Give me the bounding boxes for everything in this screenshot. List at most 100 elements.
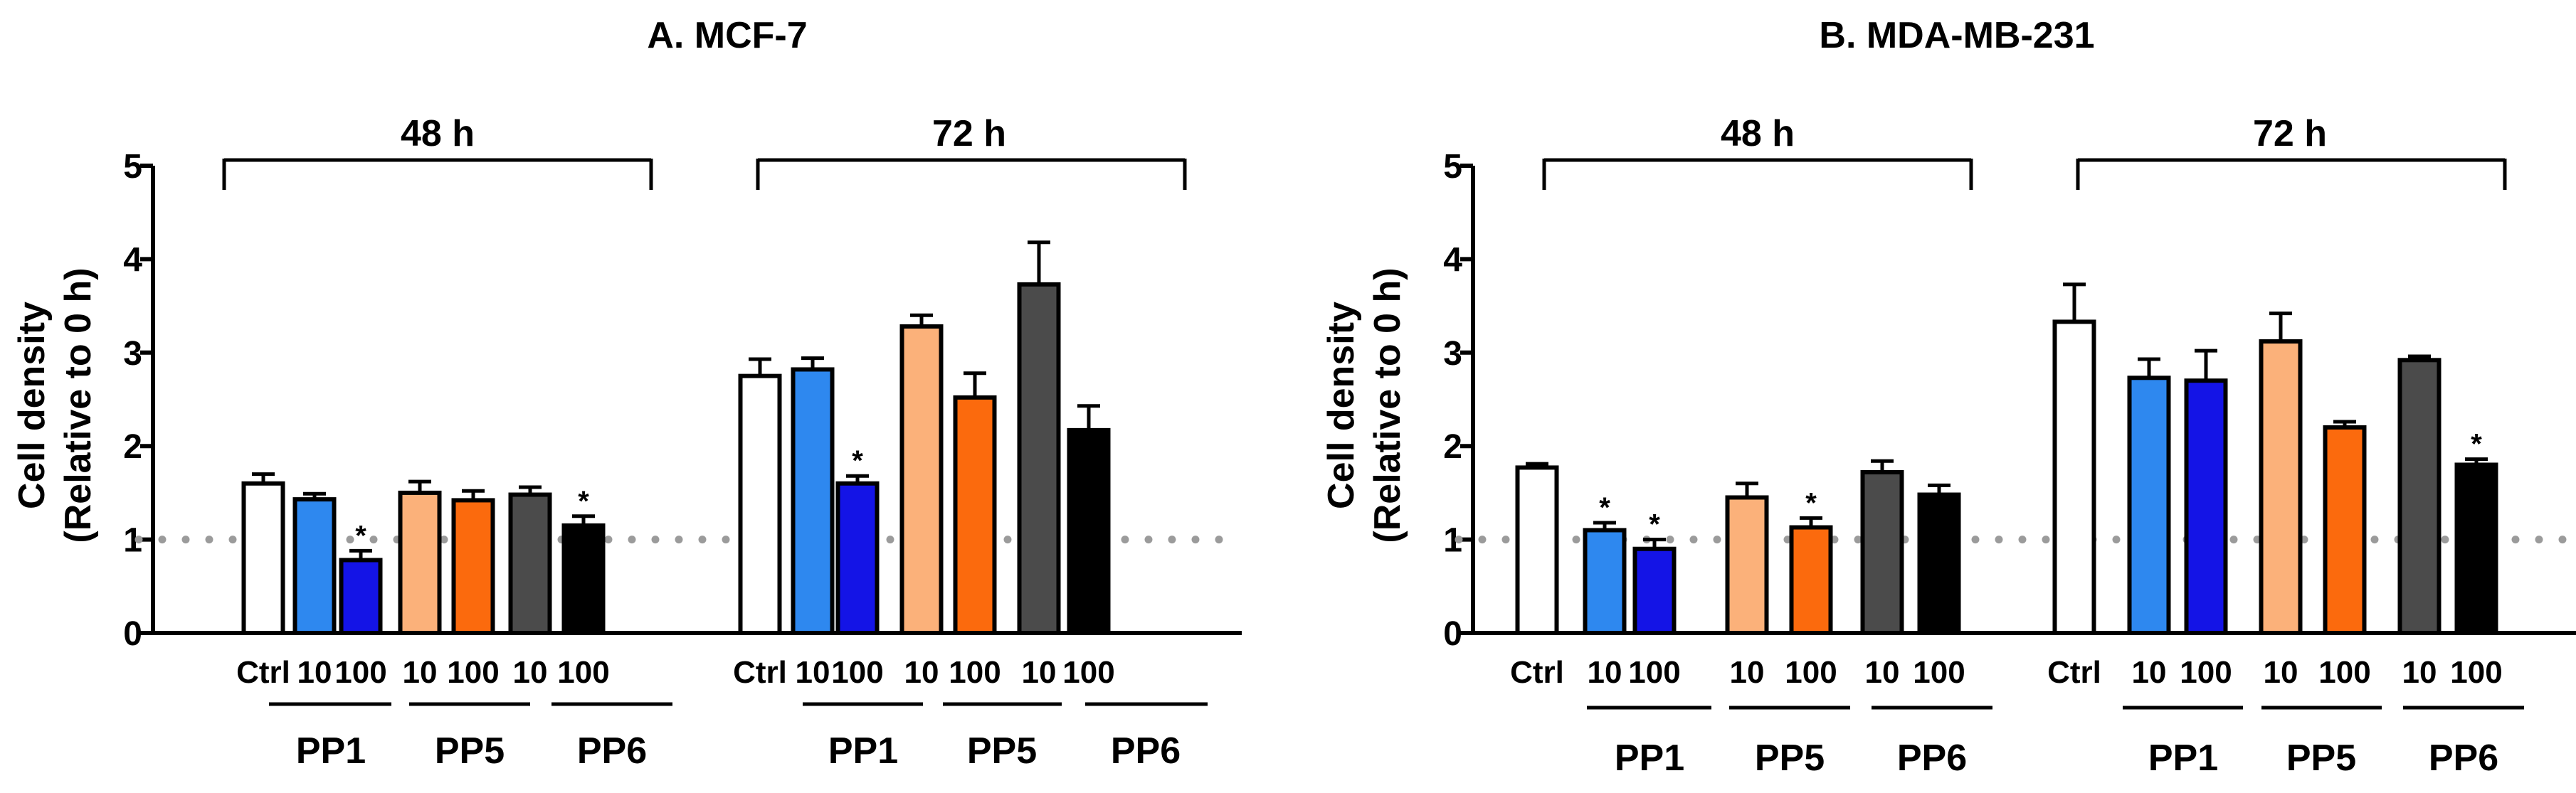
x-tick-label: Ctrl <box>733 655 787 690</box>
y-tick-label: 2 <box>1443 428 1462 466</box>
x-tick-label: Ctrl <box>1510 655 1564 690</box>
bar <box>953 395 997 635</box>
reference-dot <box>2441 536 2449 544</box>
reference-dot <box>651 536 660 544</box>
y-tick-label: 4 <box>1443 241 1462 279</box>
x-tick-label: 10 <box>1865 655 1900 690</box>
bar <box>2052 319 2096 635</box>
bracket-label-72h: 72 h <box>2253 113 2327 154</box>
x-tick-label: 10 <box>1588 655 1622 690</box>
reference-dot <box>205 536 213 544</box>
x-tick-label: 10 <box>513 655 548 690</box>
reference-dot <box>2112 536 2121 544</box>
reference-dot <box>228 536 237 544</box>
reference-dot <box>1191 536 1200 544</box>
reference-dot <box>1572 536 1580 544</box>
group-label-pp1-48h: PP1 <box>1615 738 1684 779</box>
reference-dot <box>2535 536 2543 544</box>
significance-marker: * <box>2471 429 2482 460</box>
bar <box>1789 525 1833 635</box>
panel-title: A. MCF-7 <box>647 15 807 56</box>
reference-dot <box>1168 536 1176 544</box>
reference-dot <box>1003 536 1012 544</box>
y-tick-label: 2 <box>123 428 142 466</box>
y-tick-label: 0 <box>1443 615 1462 653</box>
bar <box>1515 465 1559 635</box>
x-tick-label: 100 <box>334 655 386 690</box>
x-tick-label: 100 <box>447 655 499 690</box>
x-tick-label: Ctrl <box>2047 655 2101 690</box>
y-tick-label: 3 <box>1443 335 1462 373</box>
x-tick-label: 10 <box>2264 655 2298 690</box>
reference-dot <box>346 536 354 544</box>
y-axis-label-line1: Cell density <box>11 302 53 509</box>
bar <box>1583 528 1627 636</box>
significance-marker: * <box>1649 509 1660 541</box>
reference-dot <box>886 536 894 544</box>
group-label-pp1-72h: PP1 <box>828 730 898 772</box>
bar <box>2127 376 2171 635</box>
bar <box>241 481 285 636</box>
x-tick-label: 10 <box>403 655 438 690</box>
bar <box>2259 339 2303 635</box>
reference-dot <box>1144 536 1153 544</box>
bar <box>2323 425 2367 635</box>
bar <box>339 558 383 635</box>
significance-marker: * <box>1599 492 1610 523</box>
x-tick-label: 100 <box>1062 655 1114 690</box>
significance-marker: * <box>1805 487 1817 518</box>
x-tick-label: 100 <box>949 655 1001 690</box>
bracket-label-48h: 48 h <box>401 113 475 154</box>
bar <box>899 324 944 635</box>
reference-dot <box>158 536 167 544</box>
y-tick-label: 0 <box>123 615 142 653</box>
x-tick-label: 100 <box>831 655 883 690</box>
group-label-pp5-72h: PP5 <box>967 730 1037 772</box>
x-tick-label: Ctrl <box>236 655 290 690</box>
x-tick-label: 10 <box>2402 655 2437 690</box>
reference-dot <box>722 536 730 544</box>
bar <box>398 490 442 636</box>
panel-b-mdamb231: B. MDA-MB-231 Cell density (Relative to … <box>1321 15 2576 779</box>
reference-dot <box>1455 536 1463 544</box>
reference-dot <box>1121 536 1129 544</box>
reference-dot <box>2229 536 2238 544</box>
x-tick-label: 100 <box>1628 655 1680 690</box>
x-tick-label: 10 <box>1730 655 1765 690</box>
y-axis-label-line2: (Relative to 0 h) <box>58 267 99 543</box>
reference-dot <box>628 536 636 544</box>
significance-marker: * <box>852 445 863 477</box>
bar <box>561 523 606 636</box>
x-tick-label: 100 <box>2450 655 2502 690</box>
bar <box>292 497 337 636</box>
group-label-pp5-48h: PP5 <box>1755 738 1825 779</box>
bracket-label-72h: 72 h <box>932 113 1006 154</box>
x-tick-label: 100 <box>2180 655 2232 690</box>
x-tick-label: 100 <box>557 655 609 690</box>
y-axis-label-line1: Cell density <box>1321 302 1362 509</box>
reference-dot <box>1854 536 1862 544</box>
reference-dot <box>2018 536 2027 544</box>
x-tick-label: 10 <box>297 655 332 690</box>
panel-a-mcf7: A. MCF-7 Cell density (Relative to 0 h) … <box>11 15 1242 772</box>
group-label-pp5-72h: PP5 <box>2286 738 2356 779</box>
reference-dot <box>604 536 613 544</box>
bar <box>1725 495 1769 635</box>
reference-dot <box>1478 536 1487 544</box>
bar <box>2184 378 2228 635</box>
significance-marker: * <box>355 520 366 551</box>
panel-title: B. MDA-MB-231 <box>1819 15 2094 56</box>
reference-dot <box>2558 536 2567 544</box>
bar <box>508 492 552 636</box>
bar <box>738 373 782 636</box>
significance-marker: * <box>578 486 589 517</box>
reference-dot <box>1713 536 1721 544</box>
bar <box>1017 282 1061 635</box>
reference-dot <box>698 536 707 544</box>
x-tick-label: 100 <box>1913 655 1965 690</box>
bar <box>1860 469 1904 635</box>
bar <box>2397 358 2442 635</box>
reference-dot <box>369 536 378 544</box>
group-label-pp6-48h: PP6 <box>577 730 647 772</box>
